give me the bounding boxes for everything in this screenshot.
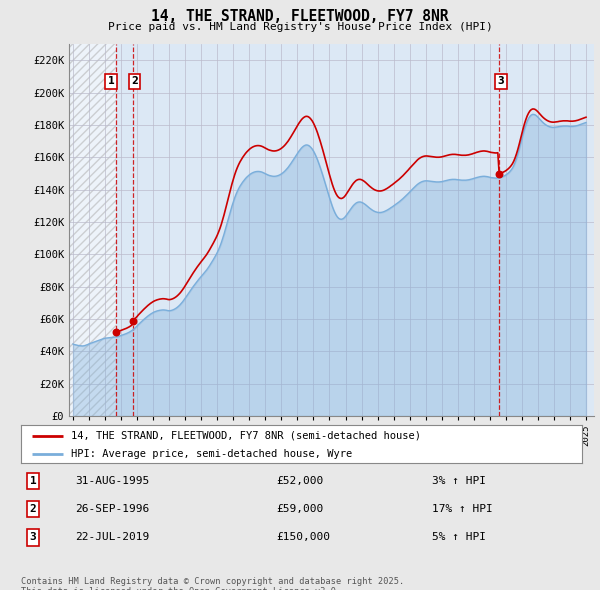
Text: 2: 2 (29, 504, 37, 514)
Text: Contains HM Land Registry data © Crown copyright and database right 2025.
This d: Contains HM Land Registry data © Crown c… (21, 577, 404, 590)
Point (128, 316, 138, 325)
Text: 14, THE STRAND, FLEETWOOD, FY7 8NR: 14, THE STRAND, FLEETWOOD, FY7 8NR (151, 9, 449, 24)
Point (494, 169, 503, 178)
Text: HPI: Average price, semi-detached house, Wyre: HPI: Average price, semi-detached house,… (71, 448, 353, 458)
Text: 22-JUL-2019: 22-JUL-2019 (75, 533, 149, 542)
Text: 3% ↑ HPI: 3% ↑ HPI (432, 476, 486, 486)
Text: £52,000: £52,000 (276, 476, 323, 486)
Text: £59,000: £59,000 (276, 504, 323, 514)
Text: 5% ↑ HPI: 5% ↑ HPI (432, 533, 486, 542)
Text: 14, THE STRAND, FLEETWOOD, FY7 8NR (semi-detached house): 14, THE STRAND, FLEETWOOD, FY7 8NR (semi… (71, 431, 421, 441)
Text: 3: 3 (498, 77, 505, 86)
Text: 17% ↑ HPI: 17% ↑ HPI (432, 504, 493, 514)
Text: 31-AUG-1995: 31-AUG-1995 (75, 476, 149, 486)
Text: 26-SEP-1996: 26-SEP-1996 (75, 504, 149, 514)
Text: 1: 1 (107, 77, 114, 86)
Text: 1: 1 (29, 476, 37, 486)
Point (111, 327, 121, 337)
Text: 2: 2 (131, 77, 138, 86)
Text: £150,000: £150,000 (276, 533, 330, 542)
Bar (69, 44, 116, 416)
Text: Price paid vs. HM Land Registry's House Price Index (HPI): Price paid vs. HM Land Registry's House … (107, 22, 493, 32)
Text: 3: 3 (29, 533, 37, 542)
